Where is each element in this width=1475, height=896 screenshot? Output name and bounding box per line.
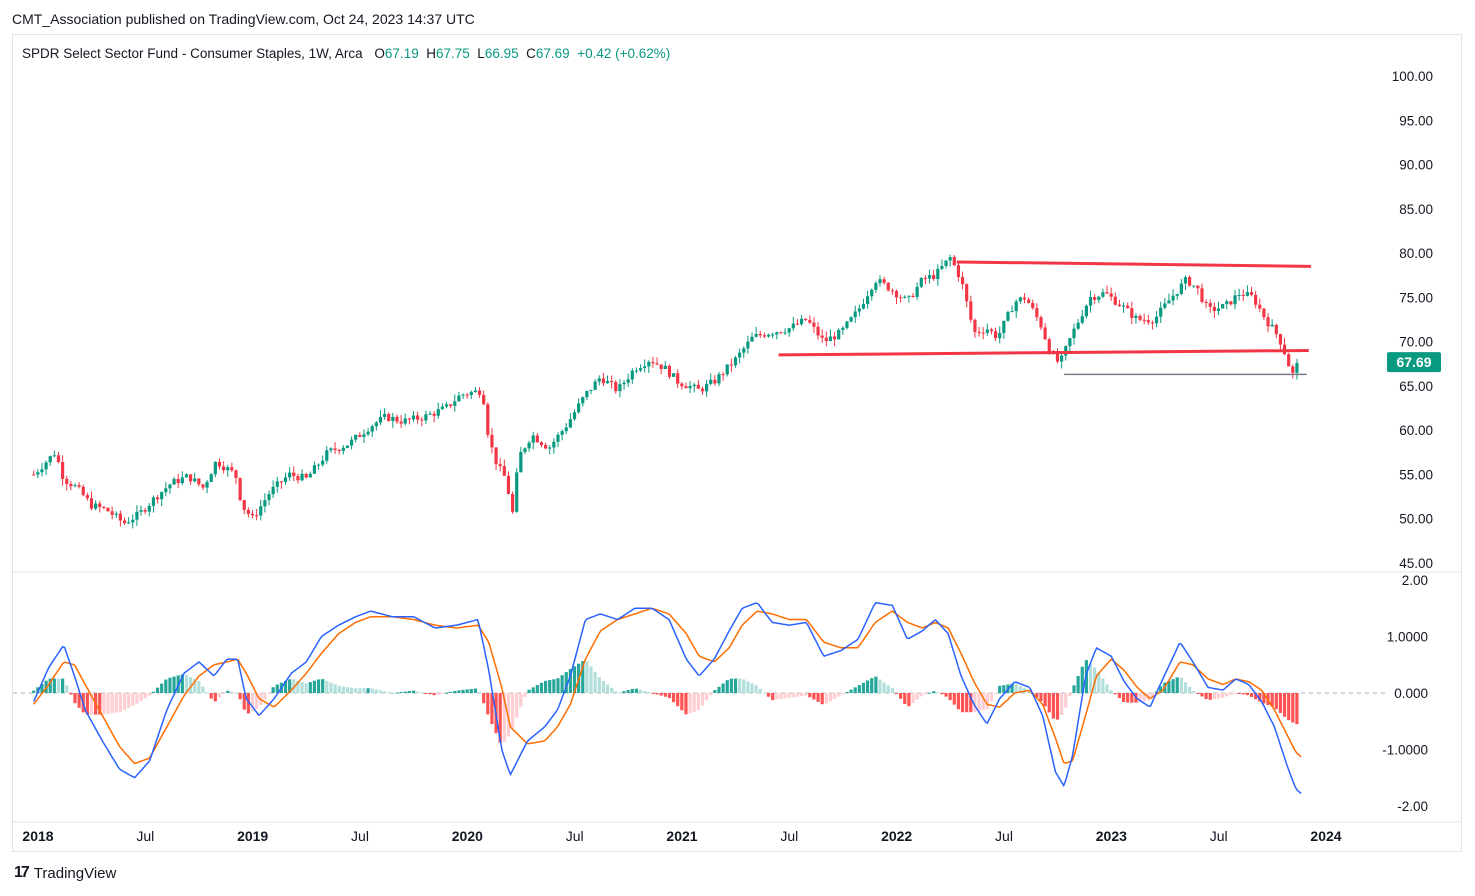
open-label: O: [374, 46, 385, 61]
publisher-line: CMT_Association published on TradingView…: [12, 11, 475, 27]
low-value: 66.95: [484, 46, 519, 61]
open-value: 67.19: [384, 46, 419, 61]
high-value: 67.75: [435, 46, 470, 61]
footer-brand: TradingView: [33, 864, 117, 882]
symbol-title: SPDR Select Sector Fund - Consumer Stapl…: [22, 46, 363, 61]
symbol-legend: SPDR Select Sector Fund - Consumer Stapl…: [22, 46, 670, 61]
tradingview-logo-icon[interactable]: 17: [14, 864, 30, 881]
footer: 17 TradingView: [14, 864, 116, 882]
chart-frame[interactable]: [12, 34, 1462, 852]
close-value: 67.69: [535, 46, 570, 61]
low-label: L: [477, 46, 485, 61]
ohlc-values: O67.19 H67.75 L66.95 C67.69 +0.42 (+0.62…: [374, 46, 670, 61]
change-value: +0.42 (+0.62%): [577, 46, 671, 61]
high-label: H: [426, 46, 436, 61]
close-label: C: [526, 46, 536, 61]
